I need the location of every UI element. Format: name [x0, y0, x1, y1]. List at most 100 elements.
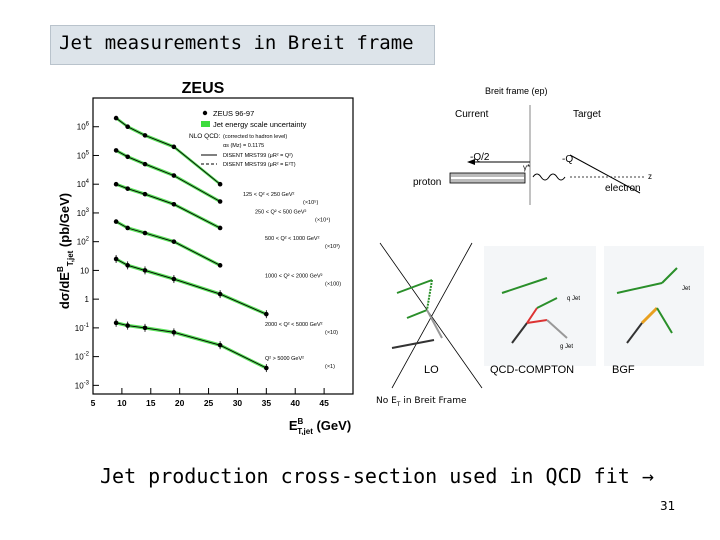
- label-lo: LO: [424, 364, 439, 376]
- arrow-right-icon: →: [641, 464, 654, 488]
- x-axis-label: EB T,jet (GeV): [289, 417, 351, 435]
- uncertainty-band: [116, 257, 267, 316]
- data-point: [125, 124, 130, 130]
- photon-line: [532, 173, 566, 181]
- breit-gamma: γ*: [523, 163, 530, 172]
- x-tick-label: 10: [117, 398, 127, 408]
- electron-line: [569, 154, 641, 194]
- legend-nlo: NLO QCD:: [189, 133, 221, 140]
- y-tick-label: 102: [77, 237, 90, 247]
- data-point: [125, 323, 130, 328]
- breit-z: z: [648, 172, 652, 181]
- lo-diagram: LO: [379, 242, 483, 389]
- data-point: [171, 330, 177, 335]
- data-point: [264, 365, 269, 371]
- svg-text:dσ/dEBT,jet (pb/GeV): dσ/dEBT,jet (pb/GeV): [56, 193, 75, 309]
- data-point: [217, 263, 223, 268]
- data-point: [142, 230, 148, 236]
- label-bgf: BGF: [612, 364, 635, 376]
- x-tick-label: 45: [319, 398, 329, 408]
- data-point: [171, 201, 177, 207]
- data-point: [125, 263, 130, 268]
- y-tick-label: 10-3: [75, 380, 90, 390]
- breit-label-q2: -Q/2: [470, 152, 490, 163]
- bin-scale-label: (×10⁴): [315, 217, 331, 224]
- bin-range-label: 125 < Q² < 250 GeV²: [243, 192, 295, 198]
- y-axis-label: dσ/dEBT,jet (pb/GeV): [56, 193, 75, 309]
- data-point: [142, 325, 148, 331]
- feynman-diagrams: LO q Jet g Jet QCD-COMPTON Jet BGF: [379, 242, 704, 389]
- uncertainty-band: [116, 148, 221, 204]
- data-point: [125, 154, 130, 160]
- x-tick-label: 20: [175, 398, 185, 408]
- label-g-jet-1: g Jet: [560, 344, 573, 350]
- x-tick-label: 15: [146, 398, 156, 408]
- data-point: [142, 133, 148, 138]
- label-jet: Jet: [682, 286, 690, 292]
- label-q-jet: q Jet: [567, 296, 580, 302]
- x-tick-label: 30: [233, 398, 243, 408]
- data-point: [217, 181, 223, 187]
- data-point: [171, 239, 177, 244]
- breit-current: Current: [455, 109, 489, 120]
- data-point: [217, 199, 223, 204]
- data-point: [217, 225, 223, 231]
- y-tick-label: 104: [77, 179, 90, 189]
- data-point: [113, 115, 119, 121]
- bin-scale-label: (×1): [325, 364, 335, 370]
- q2-bin-labels: 125 < Q² < 250 GeV² (×10⁵) 250 < Q² < 500 …: [243, 192, 341, 370]
- data-point: [264, 311, 269, 317]
- legend-data: ZEUS 96-97: [213, 109, 254, 118]
- legend-line2: DISENT MRST99 (μR² = E²T): [223, 162, 296, 168]
- breit-proton: proton: [413, 177, 441, 188]
- data-point: [171, 276, 177, 282]
- slide-title: Jet measurements in Breit frame: [59, 32, 414, 54]
- data-point: [142, 161, 148, 167]
- data-point: [113, 181, 119, 187]
- y-tick-label: 105: [77, 150, 90, 160]
- slide-caption: Jet production cross-section used in QCD…: [100, 464, 654, 488]
- breit-electron: electron: [605, 183, 641, 194]
- bin-range-label: 250 < Q² < 500 GeV²: [255, 210, 307, 216]
- data-point: [113, 219, 119, 224]
- bin-range-label: 500 < Q² < 1000 GeV²: [265, 236, 320, 242]
- x-tick-label: 35: [262, 398, 272, 408]
- legend-band: Jet energy scale uncertainty: [213, 120, 307, 129]
- uncertainty-band: [116, 182, 221, 230]
- bin-scale-label: (×100): [325, 281, 341, 287]
- data-point: [113, 320, 119, 326]
- plot-legend: ZEUS 96-97 Jet energy scale uncertainty …: [189, 109, 307, 168]
- data-point: [125, 225, 130, 231]
- plot-frame: [92, 97, 354, 395]
- data-point: [217, 291, 223, 297]
- y-tick-label: 10: [80, 266, 89, 275]
- qcd-compton-diagram: q Jet g Jet QCD-COMPTON: [484, 246, 596, 376]
- label-qcd-compton: QCD-COMPTON: [490, 364, 574, 376]
- data-point: [142, 268, 148, 273]
- zeus-cross-section-plot: ZEUS dσ/dEBT,jet (pb/GeV) 10610510410310…: [55, 75, 360, 435]
- data-point: [125, 186, 130, 191]
- page-number: 31: [660, 499, 676, 513]
- data-point: [113, 256, 119, 262]
- x-tick-label: 25: [204, 398, 214, 408]
- bin-scale-label: (×10³): [325, 244, 340, 250]
- bgf-diagram: Jet BGF: [604, 246, 704, 376]
- data-point: [171, 144, 177, 150]
- data-point: [113, 148, 119, 153]
- bin-range-label: 1000 < Q² < 2000 GeV²: [265, 273, 323, 279]
- uncertainty-band: [116, 219, 221, 268]
- y-tick-label: 10-2: [75, 352, 90, 362]
- slide-title-box: Jet measurements in Breit frame: [50, 25, 435, 65]
- data-point: [171, 173, 177, 178]
- bin-scale-label: (×10): [325, 330, 338, 336]
- legend-alpha: αs (Mz) = 0.1175: [223, 143, 264, 149]
- data-point: [142, 191, 148, 197]
- data-point: [217, 342, 223, 348]
- y-tick-label: 10-1: [75, 323, 90, 333]
- y-tick-label: 103: [77, 208, 90, 218]
- bin-scale-label: (×10⁵): [303, 199, 318, 206]
- legend-nlo-note: (corrected to hadron level): [223, 134, 287, 140]
- data-points: [113, 115, 269, 373]
- x-tick-label: 40: [290, 398, 300, 408]
